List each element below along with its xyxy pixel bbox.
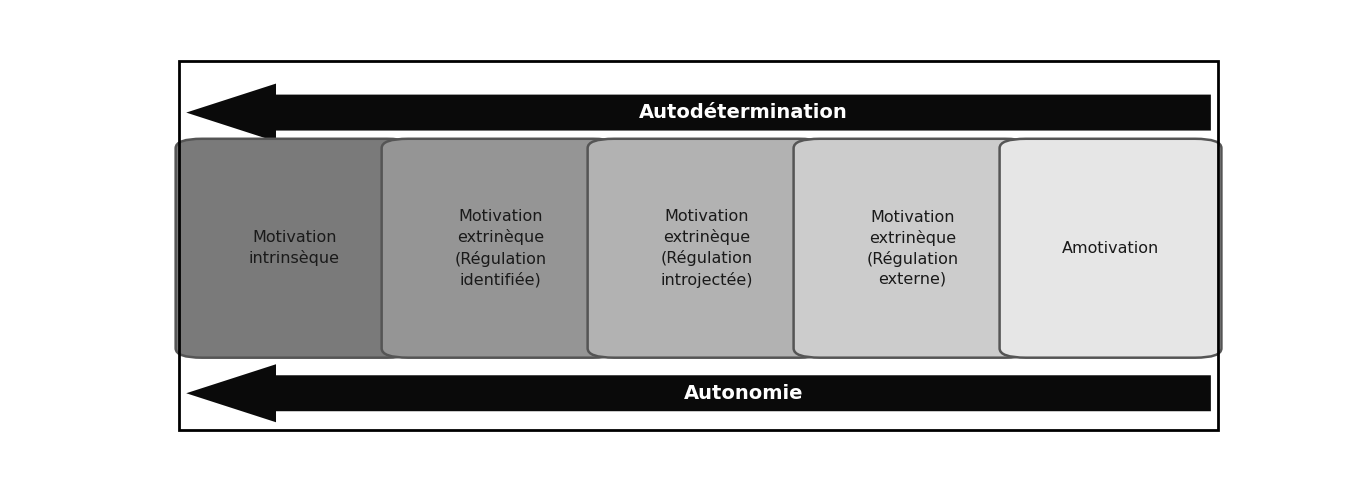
FancyBboxPatch shape xyxy=(382,139,619,358)
Text: Autodétermination: Autodétermination xyxy=(639,103,848,122)
FancyBboxPatch shape xyxy=(587,139,825,358)
FancyBboxPatch shape xyxy=(793,139,1032,358)
Text: Motivation
extrinèque
(Régulation
externe): Motivation extrinèque (Régulation extern… xyxy=(867,209,958,287)
Polygon shape xyxy=(187,84,1210,141)
FancyBboxPatch shape xyxy=(176,139,413,358)
Text: Autonomie: Autonomie xyxy=(684,384,803,403)
Polygon shape xyxy=(187,364,1210,422)
Text: Amotivation: Amotivation xyxy=(1062,241,1159,256)
Text: Motivation
extrinèque
(Régulation
introjectée): Motivation extrinèque (Régulation introj… xyxy=(660,209,752,288)
FancyBboxPatch shape xyxy=(999,139,1221,358)
Text: Motivation
intrinsèque: Motivation intrinsèque xyxy=(249,230,339,266)
Text: Motivation
extrinèque
(Régulation
identifiée): Motivation extrinèque (Régulation identi… xyxy=(454,209,547,287)
